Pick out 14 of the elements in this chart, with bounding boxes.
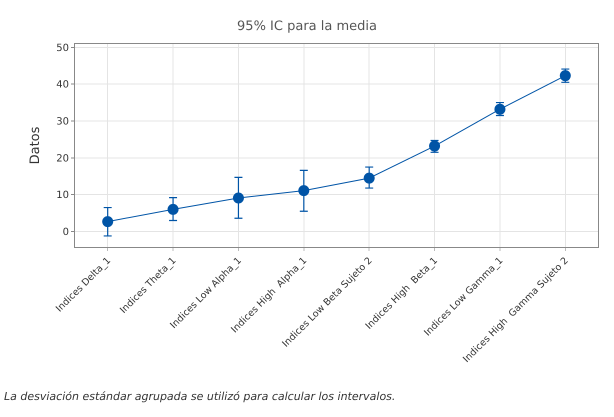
y-tick-label: 30 <box>56 116 69 128</box>
point <box>102 216 114 228</box>
y-tick-label: 0 <box>62 227 69 238</box>
y-tick-label: 20 <box>56 153 69 164</box>
y-axis-title: Datos <box>28 126 43 164</box>
point <box>298 185 310 196</box>
y-tick-label: 40 <box>56 80 69 91</box>
chart-title: 95% IC para la media <box>237 18 377 34</box>
point <box>364 172 375 184</box>
text: La desviación estándar agrupada se utilizó para calcular los intervalos. <box>4 390 396 403</box>
point <box>232 192 244 204</box>
point <box>168 204 179 215</box>
y-tick-label: 10 <box>56 190 69 202</box>
y-tick-label: 50 <box>56 42 69 54</box>
